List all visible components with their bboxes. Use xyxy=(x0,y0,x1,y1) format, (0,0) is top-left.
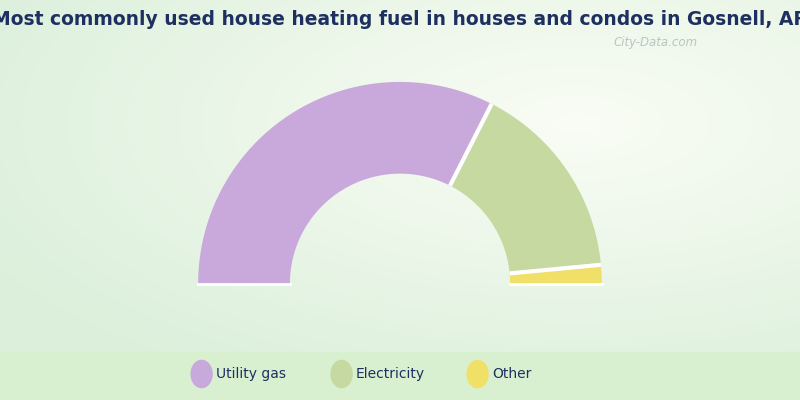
Text: City-Data.com: City-Data.com xyxy=(614,36,698,49)
Ellipse shape xyxy=(190,360,213,388)
Ellipse shape xyxy=(466,360,489,388)
Polygon shape xyxy=(450,104,601,274)
Polygon shape xyxy=(198,82,492,284)
Text: Other: Other xyxy=(492,367,531,381)
Ellipse shape xyxy=(330,360,353,388)
Text: Most commonly used house heating fuel in houses and condos in Gosnell, AR: Most commonly used house heating fuel in… xyxy=(0,10,800,29)
Text: Electricity: Electricity xyxy=(356,367,425,381)
Text: Utility gas: Utility gas xyxy=(216,367,286,381)
Polygon shape xyxy=(510,265,602,284)
